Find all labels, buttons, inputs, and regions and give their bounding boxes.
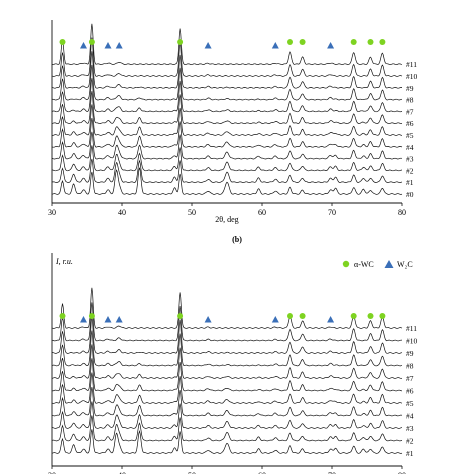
bottom-panel: I, r.u. α-WC W₂C 30 40 50 60 70 80 #1 #2 #3 #4 #5 #…: [48, 253, 418, 474]
trace-label-5: #5: [406, 399, 414, 408]
trace-11: [51, 287, 403, 329]
trace-label-3: #3: [406, 155, 414, 164]
x-tick-label: 80: [398, 471, 406, 474]
x-tick-label: 70: [328, 471, 336, 474]
w2c-marker: [271, 42, 279, 49]
alpha-wc-marker: [88, 313, 95, 319]
x-tick-label: 60: [258, 208, 266, 217]
trace-label-10: #10: [406, 72, 418, 81]
trace-5: [51, 104, 403, 136]
w2c-marker: [271, 316, 279, 323]
alpha-wc-marker: [287, 313, 293, 319]
trace-4: [51, 117, 403, 148]
x-tick-label: 60: [258, 471, 266, 474]
trace-label-2: #2: [406, 166, 414, 175]
x-tick-label: 30: [48, 471, 56, 474]
trace-label-8: #8: [406, 362, 414, 371]
w2c-marker: [80, 42, 87, 49]
legend-w2c-label: W₂C: [397, 260, 413, 269]
trace-label-6: #6: [406, 119, 414, 128]
x-tick-label: 40: [118, 208, 126, 217]
trace-label-2: #2: [406, 437, 414, 446]
alpha-wc-marker: [59, 39, 66, 45]
alpha-wc-marker: [379, 39, 386, 45]
w2c-marker: [327, 316, 335, 323]
trace-label-6: #6: [406, 387, 414, 396]
alpha-wc-marker: [350, 39, 357, 45]
alpha-wc-marker: [177, 313, 184, 319]
trace-7: [51, 344, 403, 379]
trace-2: [51, 415, 403, 442]
trace-11: [51, 23, 403, 65]
trace-label-11: #11: [406, 324, 417, 333]
legend-alpha-wc-label: α-WC: [354, 260, 374, 269]
trace-9: [51, 316, 403, 354]
w2c-marker: [204, 316, 212, 323]
trace-6: [51, 91, 403, 124]
legend: α-WC W₂C: [342, 260, 413, 269]
trace-9: [51, 51, 403, 89]
trace-8: [51, 330, 403, 367]
x-tick-label: 70: [328, 208, 336, 217]
trace-label-9: #9: [406, 349, 414, 358]
alpha-wc-marker: [177, 39, 184, 45]
alpha-wc-marker: [299, 39, 306, 45]
alpha-wc-marker: [88, 39, 95, 45]
w2c-marker: [104, 42, 112, 49]
trace-label-4: #4: [406, 143, 414, 152]
alpha-wc-marker: [350, 313, 357, 319]
w2c-marker: [204, 42, 212, 49]
x-tick-label: 40: [118, 471, 126, 474]
trace-label-3: #3: [406, 424, 414, 433]
trace-6: [51, 358, 403, 392]
x-tick-label: 30: [48, 208, 56, 217]
trace-label-7: #7: [406, 374, 414, 383]
trace-label-4: #4: [406, 412, 414, 421]
trace-8: [51, 64, 403, 101]
alpha-wc-marker: [287, 39, 293, 45]
trace-label-1: #1: [406, 178, 414, 187]
trace-1: [51, 429, 403, 454]
trace-label-1: #1: [406, 449, 414, 458]
w2c-marker: [115, 42, 123, 49]
trace-10: [51, 302, 403, 342]
trace-3: [51, 131, 403, 160]
trace-4: [51, 387, 403, 417]
top-panel: 2θ, deg 30 40 50 60 70 80#0 #1 #2 #3 #4 #5 #6 #7 #8 #9…: [48, 20, 418, 224]
legend-alpha-wc-marker: [342, 260, 350, 268]
alpha-wc-marker: [367, 39, 374, 45]
trace-label-5: #5: [406, 131, 414, 140]
trace-label-10: #10: [406, 337, 418, 346]
alpha-wc-marker: [299, 313, 306, 319]
trace-2: [52, 145, 403, 172]
x-tick-label: 50: [188, 471, 196, 474]
x-axis-label: 2θ, deg: [215, 215, 238, 224]
w2c-marker: [327, 42, 335, 49]
w2c-marker: [80, 316, 87, 323]
alpha-wc-marker: [367, 313, 374, 319]
trace-label-9: #9: [406, 84, 414, 93]
trace-1: [51, 158, 403, 183]
trace-3: [52, 401, 403, 429]
trace-7: [51, 78, 403, 113]
trace-0: [51, 167, 403, 195]
w2c-marker: [115, 316, 123, 323]
y-axis-label: I, r.u.: [55, 257, 73, 266]
w2c-marker: [104, 316, 112, 323]
legend-w2c-marker: [384, 260, 394, 268]
x-tick-label: 50: [188, 208, 196, 217]
alpha-wc-marker: [379, 313, 386, 319]
trace-label-0: #0: [406, 190, 414, 199]
alpha-wc-marker: [59, 313, 66, 319]
trace-label-11: #11: [406, 60, 417, 69]
panel-label: (b): [232, 235, 242, 244]
x-tick-label: 80: [398, 208, 406, 217]
trace-label-7: #7: [406, 107, 414, 116]
trace-5: [51, 372, 403, 404]
trace-10: [51, 37, 403, 77]
trace-label-8: #8: [406, 96, 414, 105]
